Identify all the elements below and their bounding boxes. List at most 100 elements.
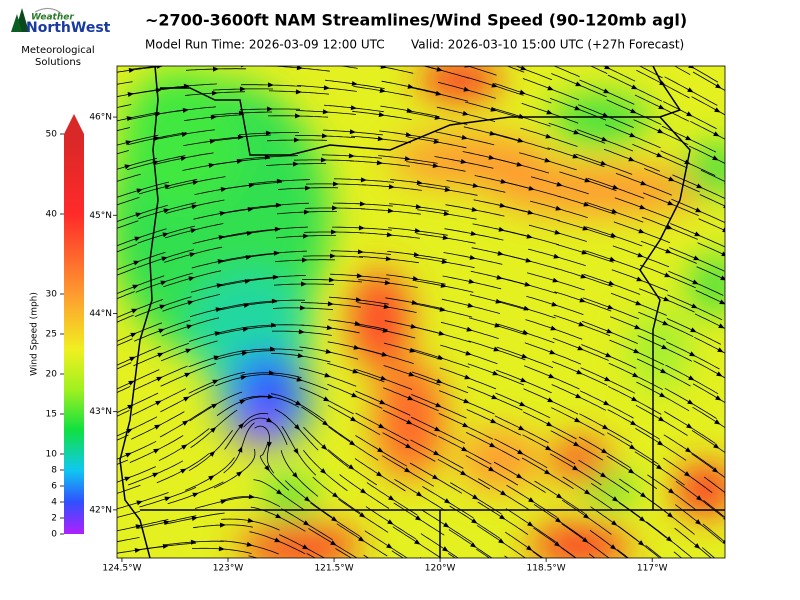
stream-arrow [553,253,560,259]
stream-arrow [384,280,391,286]
stream-arrow [434,426,441,432]
stream-arrow [662,320,669,326]
streamline [117,459,129,465]
stream-arrow [471,206,478,212]
stream-arrow [579,297,586,303]
stream-arrow [160,280,167,286]
stream-arrow [405,132,412,138]
speed-region [460,430,540,490]
stream-arrow [321,444,328,451]
stream-arrow [415,204,422,210]
stream-arrow [547,85,554,91]
stream-arrow [248,182,255,188]
stream-arrow [632,372,639,378]
stream-arrow [545,133,552,139]
logo: Weather NorthWest Meteorological Solution… [11,8,111,68]
stream-arrow [638,540,645,546]
stream-arrow [349,129,356,135]
stream-arrow [236,471,243,477]
stream-arrow [696,495,703,501]
stream-arrow [385,256,392,262]
stream-arrow [665,248,672,254]
stream-arrow [153,448,160,454]
stream-arrow [185,59,191,64]
stream-arrow [600,160,607,166]
stream-arrow [686,423,693,429]
stream-arrow [354,321,361,326]
stream-arrow [210,427,217,433]
stream-arrow [220,187,227,192]
stream-arrow [164,184,171,190]
stream-arrow [493,346,500,352]
stream-arrow [377,447,384,453]
stream-arrow [500,490,507,496]
lon-tick-label: 124.5°W [102,564,141,574]
stream-arrow [104,276,111,283]
stream-arrow [154,424,161,430]
stream-arrow [573,441,580,447]
stream-arrow [639,516,646,522]
stream-arrow [271,298,278,304]
stream-arrow [610,544,617,550]
stream-arrow [415,515,422,521]
stream-arrow [583,513,590,519]
stream-arrow [489,442,496,448]
stream-arrow [712,155,719,161]
colorbar-tick-label: 15 [46,410,57,420]
stream-arrow [693,255,700,261]
stream-arrow [292,161,299,167]
stream-arrow [157,352,164,358]
stream-arrow [155,400,162,406]
streamline [335,548,353,558]
stream-arrow [602,112,609,118]
stream-arrow [247,517,254,523]
stream-arrow [324,372,331,378]
streamline [553,66,580,78]
stream-arrow [715,395,722,401]
stream-arrow [327,301,334,307]
stream-arrow [467,302,474,308]
stream-arrow [668,176,675,182]
stream-arrow [388,495,395,501]
streamline [117,484,141,494]
stream-arrow [572,153,579,159]
stream-arrow [124,164,131,170]
streamline [326,55,385,65]
stream-arrow [573,129,580,135]
stream-arrow [135,524,142,530]
streamline [158,61,218,64]
streamline [475,548,491,558]
stream-arrow [303,520,310,526]
stream-arrow [302,544,309,550]
stream-arrow [470,230,477,236]
stream-arrow [694,543,701,549]
speed-region [630,310,690,390]
stream-arrow [299,305,306,311]
stream-arrow [405,443,412,449]
stream-arrow [468,278,475,284]
stream-arrow [211,403,218,409]
stream-arrow [357,249,364,255]
stream-arrow [582,225,589,231]
stream-arrow [717,347,724,353]
stream-arrow [237,134,244,140]
stream-arrow [688,66,695,69]
stream-arrow [296,376,303,382]
stream-arrow [409,347,416,353]
streamline [117,104,132,108]
stream-arrow [213,355,220,361]
speed-region [685,145,725,195]
stream-arrow [499,514,506,520]
stream-arrow [578,321,585,327]
stream-arrow [685,447,692,453]
map-frame [116,65,726,559]
stream-arrow [321,133,328,139]
stream-arrow [328,277,335,283]
streamline [702,523,725,543]
stream-arrow [292,472,298,479]
stream-arrow [719,299,725,305]
streamline [506,66,525,73]
stream-arrow [163,520,170,526]
stream-arrow [264,465,270,472]
stream-arrow [332,181,339,187]
